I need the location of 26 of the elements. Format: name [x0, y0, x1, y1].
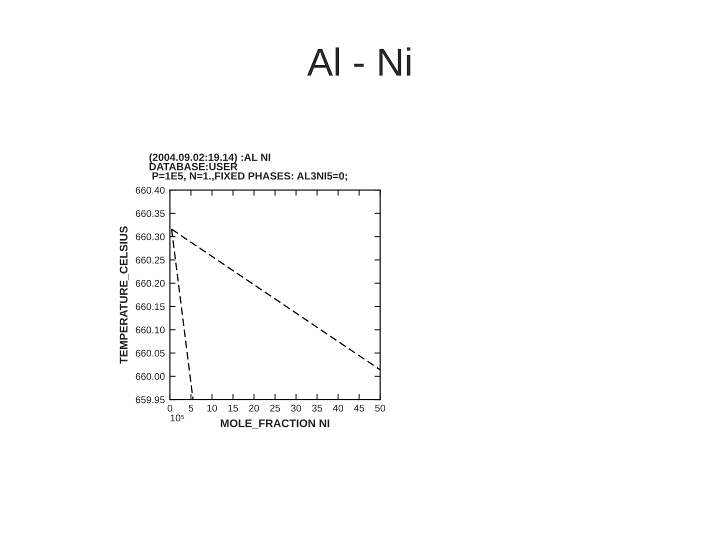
y-tick-label: 660.05 [136, 350, 165, 357]
x-tick-label: 30 [291, 404, 302, 412]
x-tick-label: 5 [188, 404, 194, 412]
chart-subtitle: (2004.09.02:19.14) :AL NI DATABASE:USER P=1E5, N=1.,FIXED PHASES: AL3NI5=0; [149, 153, 347, 182]
x-tick-label: 35 [312, 404, 322, 412]
y-tick-label: 659.95 [136, 396, 165, 404]
x-tick-label: 20 [249, 404, 260, 412]
y-tick-label: 660.25 [136, 256, 165, 264]
x-tick-label: 25 [270, 404, 280, 412]
x-axis-title: MOLE_FRACTION NI [220, 419, 330, 428]
text: 10⁵ [170, 414, 184, 422]
y-tick-label: 660.35 [136, 210, 165, 217]
y-tick-label: 660.30 [136, 233, 165, 240]
chart-title: Al - Ni [307, 47, 410, 76]
y-tick-label: 660.15 [136, 303, 165, 310]
x-tick-label: 0 [168, 404, 172, 412]
x-tick-label: 15 [228, 404, 238, 412]
y-tick-label: 660.00 [136, 373, 165, 380]
y-axis-title: TEMPERATURE_CELSIUS [120, 226, 129, 364]
x-tick-label: 50 [375, 404, 386, 412]
y-tick-label: 660.40 [136, 186, 165, 194]
x-tick-label: 45 [354, 404, 364, 412]
y-tick-label: 660.10 [136, 326, 165, 334]
x-tick-label: 40 [332, 404, 344, 412]
x-tick-label: 10 [207, 404, 217, 412]
y-tick-label: 660.20 [136, 280, 165, 287]
